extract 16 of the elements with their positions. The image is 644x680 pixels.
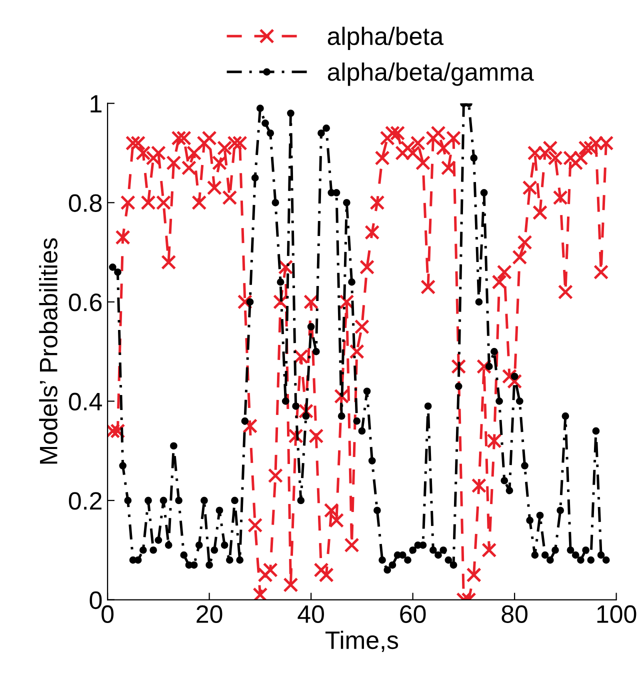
x-tick-label: 0 (102, 605, 114, 623)
x-tick-label: 60 (400, 605, 426, 623)
x-axis-title: Time,s (325, 630, 398, 652)
y-tick-label: 0.8 (68, 194, 102, 212)
y-tick-label: 1 (90, 95, 102, 112)
x-tick-label: 40 (298, 605, 324, 623)
y-tick-label: 0.6 (68, 294, 102, 312)
y-tick-label: 0 (90, 591, 102, 610)
y-tick-label: 0.4 (68, 392, 102, 411)
legend-label: alpha/beta (328, 26, 444, 50)
x-tick-label: 80 (502, 605, 528, 623)
y-tick-label: 0.2 (68, 492, 102, 510)
x-tick-label: 100 (597, 605, 636, 623)
x-tick-label: 20 (196, 605, 222, 623)
legend-label: alpha/beta/gamma (328, 62, 534, 86)
y-axis-title: Models’ Probabilities (39, 238, 58, 464)
